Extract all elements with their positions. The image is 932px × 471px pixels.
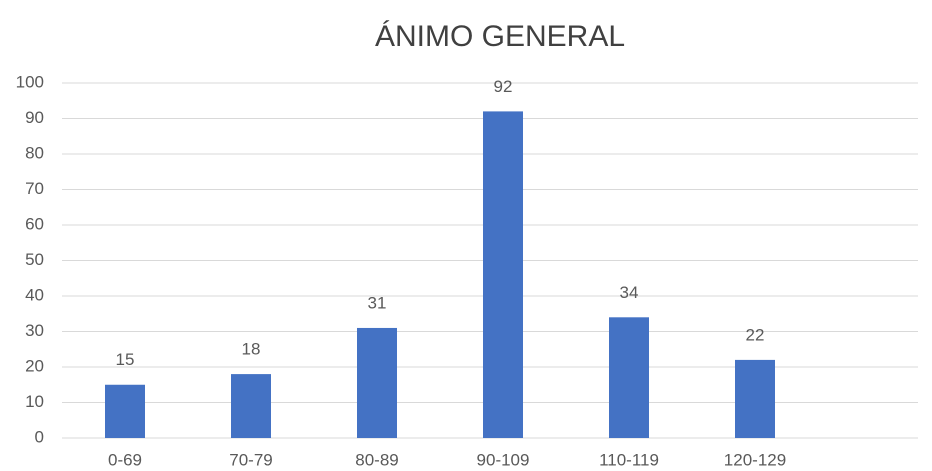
bar <box>105 384 145 438</box>
y-tick-label: 20 <box>25 356 44 375</box>
data-label: 34 <box>620 283 639 302</box>
bar <box>357 327 397 438</box>
data-label: 15 <box>116 350 135 369</box>
y-tick-label: 80 <box>25 143 44 162</box>
y-tick-label: 90 <box>25 108 44 127</box>
x-tick-label: 120-129 <box>724 450 786 469</box>
x-tick-label: 0-69 <box>108 450 142 469</box>
x-tick-label: 110-119 <box>599 450 659 469</box>
x-tick-label: 70-79 <box>229 450 272 469</box>
x-tick-label: 90-109 <box>477 450 530 469</box>
y-tick-label: 100 <box>16 72 44 91</box>
bar <box>609 317 649 438</box>
data-label: 22 <box>746 325 765 344</box>
bar <box>483 111 523 439</box>
y-tick-label: 70 <box>25 179 44 198</box>
chart-title: ÁNIMO GENERAL <box>375 20 625 53</box>
data-label: 31 <box>368 293 387 312</box>
y-tick-label: 50 <box>25 250 44 269</box>
y-tick-label: 40 <box>25 285 44 304</box>
data-label: 92 <box>494 77 513 96</box>
bar <box>735 359 775 438</box>
y-tick-label: 30 <box>25 321 44 340</box>
x-tick-label: 80-89 <box>355 450 398 469</box>
y-tick-label: 10 <box>25 392 44 411</box>
y-tick-label: 0 <box>35 427 44 446</box>
y-tick-label: 60 <box>25 214 44 233</box>
data-label: 18 <box>242 340 261 359</box>
bar <box>231 374 271 438</box>
